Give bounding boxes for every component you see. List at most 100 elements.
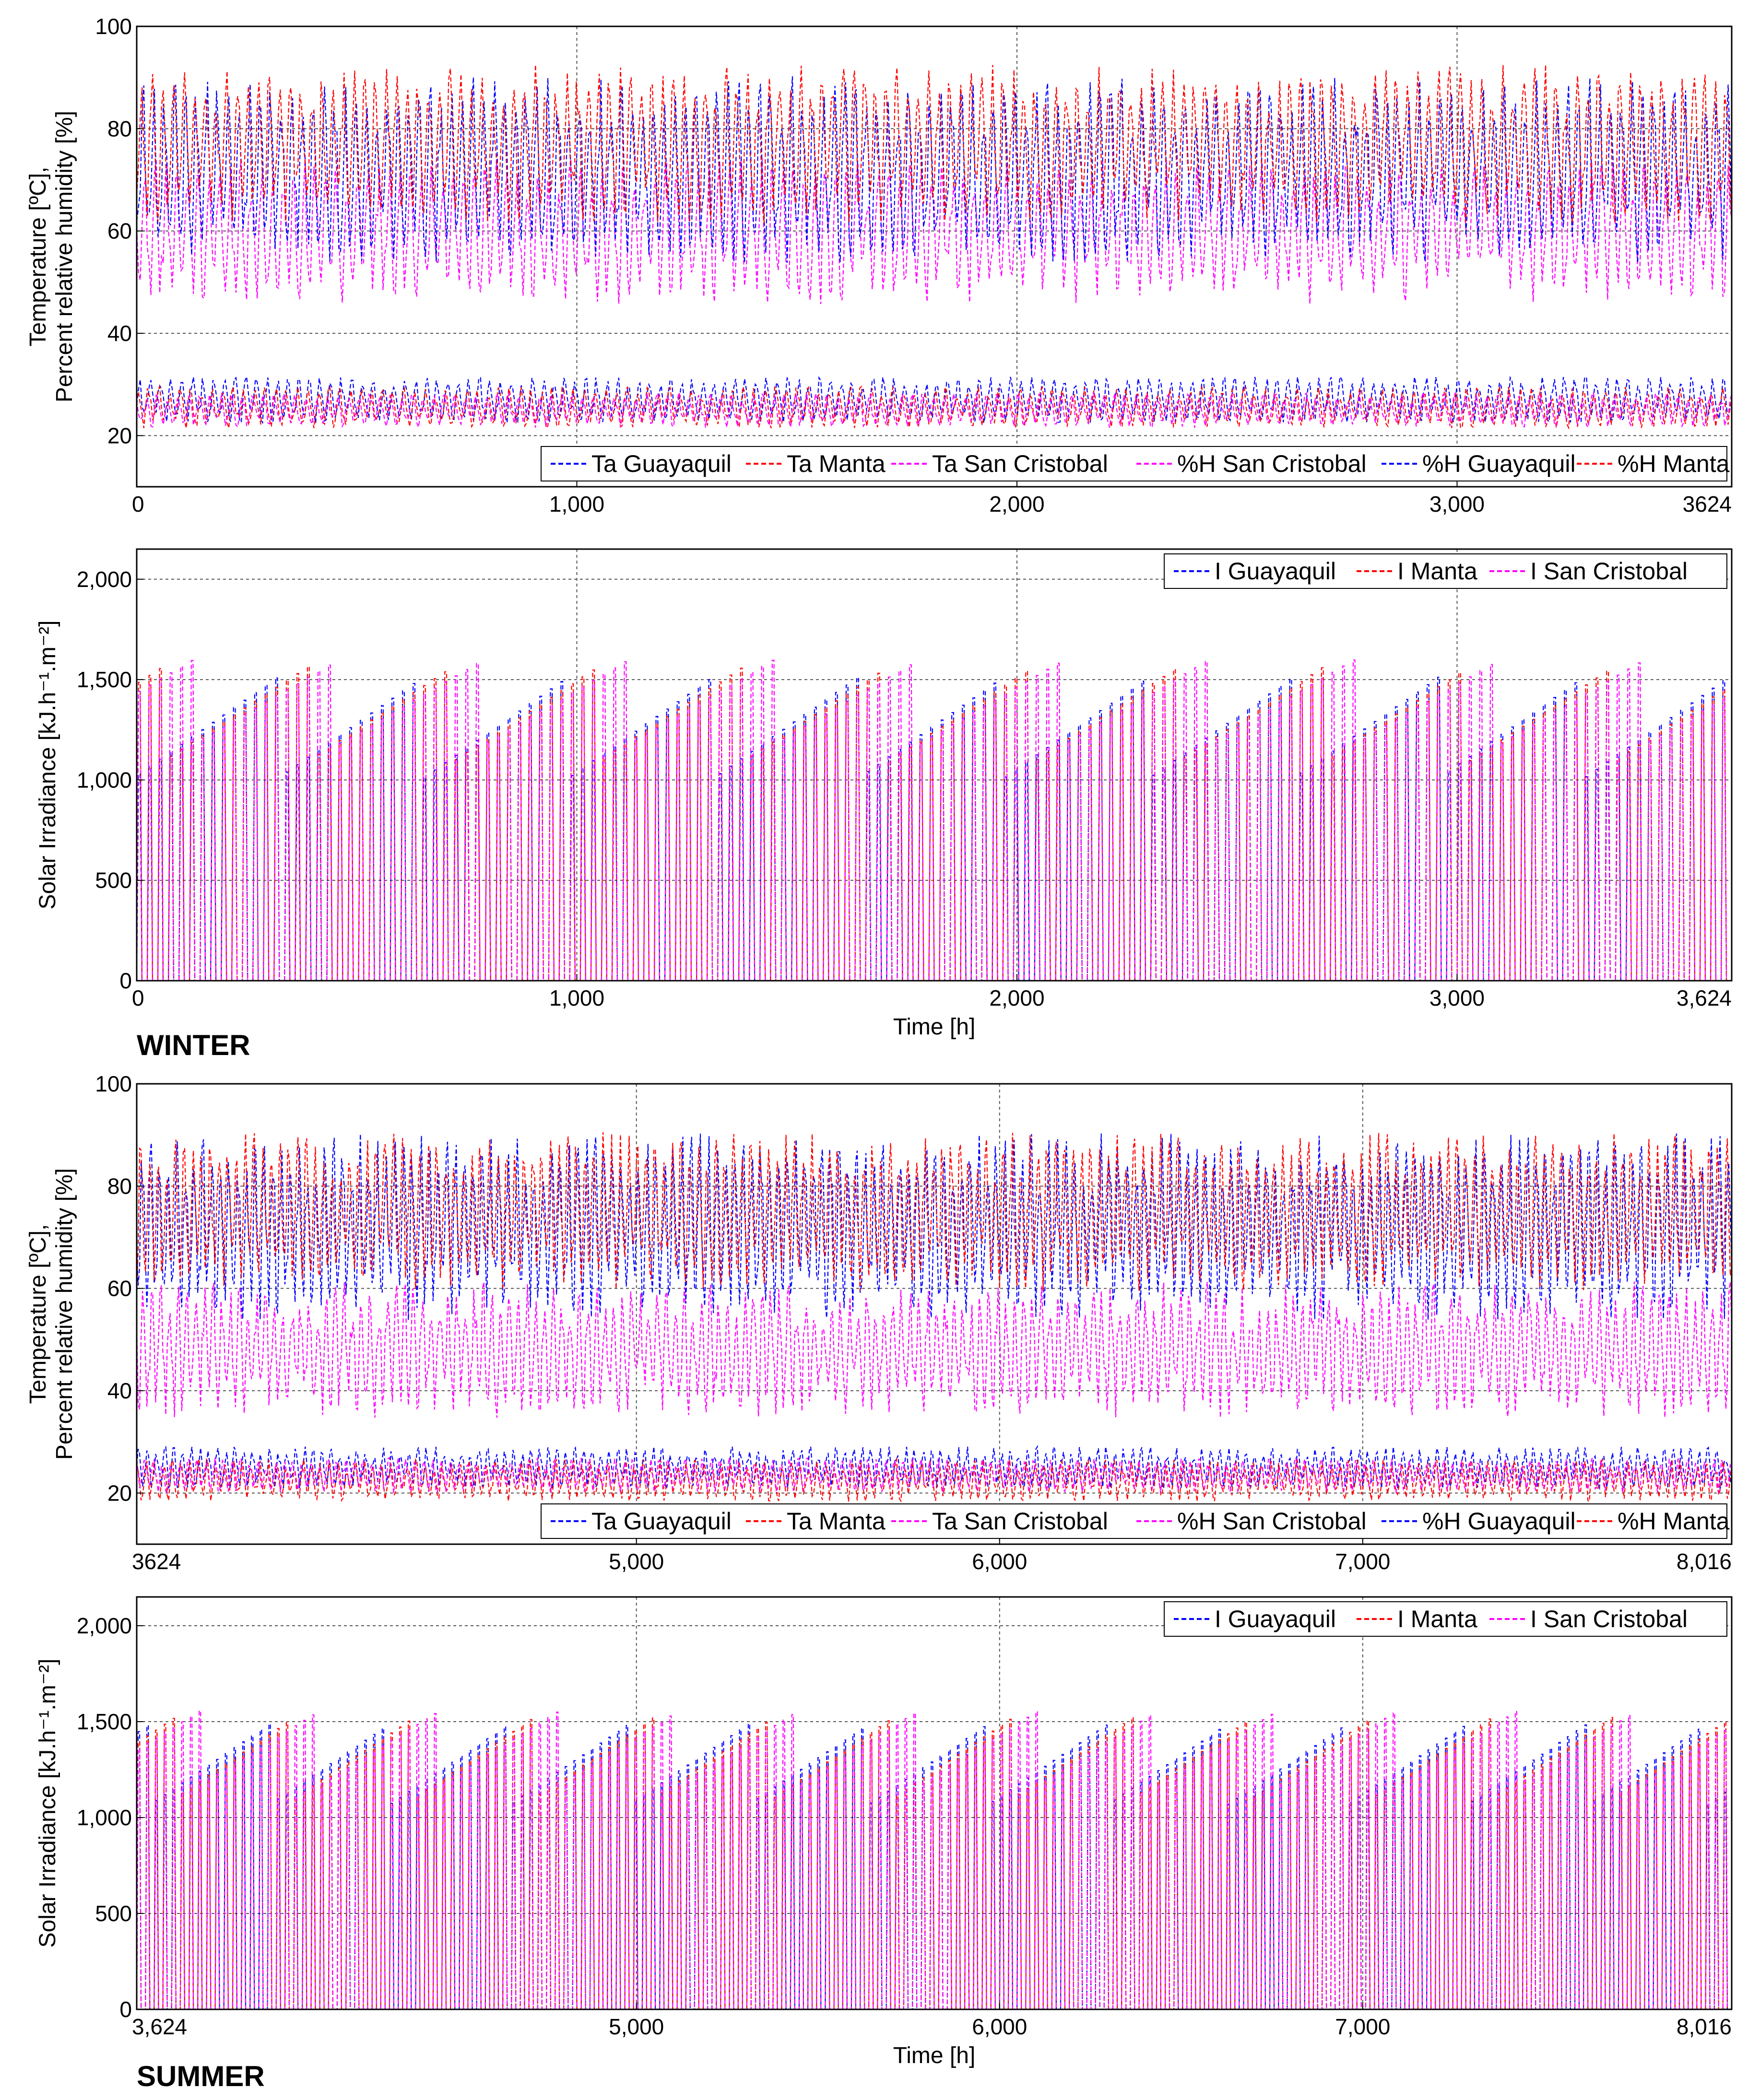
x-tick-label: 5,000 [609,1549,664,1574]
plot-area [137,659,1732,981]
legend-label: %H San Cristobal [1177,450,1367,477]
plot-frame [136,25,1733,488]
y-tick-label: 60 [107,1276,132,1301]
x-tick-label: 8,016 [1677,2014,1732,2039]
legend-box [1164,1601,1727,1637]
x-tick-label: 3624 [132,1549,181,1574]
legend: I Guayaquil I Manta I San Cristobal [1164,1601,1727,1637]
y-tick-label: 20 [107,423,132,448]
legend-label: %H San Cristobal [1177,1508,1367,1535]
plot-area [137,64,1732,430]
series-line--h-san-cristobal [137,158,1732,304]
legend-label: %H Guayaquil [1422,450,1576,477]
legend-item: Ta Manta [746,450,886,477]
season-label: WINTER [137,1029,250,1061]
x-tick-label: 3,000 [1429,985,1485,1010]
series-line-ta-guayaquil [137,1444,1732,1490]
x-tick-label: 3,624 [1677,985,1732,1010]
series-line-ta-san-cristobal [137,1456,1732,1495]
legend-item: I San Cristobal [1489,1606,1688,1632]
y-tick-label: 1,000 [77,1805,132,1830]
legend-label: I San Cristobal [1530,1606,1688,1632]
legend-item: Ta Guayaquil [551,1508,732,1535]
y-tick-label: 1,500 [77,667,132,692]
plot-frame [136,1083,1733,1545]
panel-winter-solar-irradiance: 0 500 1,000 1,500 2,000 0 1,000 2,000 3,000 3,624… [35,548,1733,1061]
series-line-ta-san-cristobal [137,391,1732,429]
x-tick-label: 0 [132,492,144,516]
legend-label: %H Manta [1618,1508,1730,1535]
legend-item: Ta San Cristobal [891,1508,1108,1535]
legend-label: Ta Manta [787,1508,886,1535]
x-tick-label: 7,000 [1335,1549,1390,1574]
y-axis-label: Temperature [ºC], [25,167,51,347]
x-axis-label: Time [h] [893,1014,976,1040]
legend: I Guayaquil I Manta I San Cristobal [1164,553,1727,589]
x-tick-label: 1,000 [549,492,604,516]
y-axis-label: Solar Irradiance [kJ.h⁻¹.m⁻²] [35,621,60,910]
legend-item: Ta Manta [746,1508,886,1535]
series-line-ta-guayaquil [137,375,1732,424]
y-tick-label: 1,500 [77,1709,132,1734]
legend-item: I San Cristobal [1489,558,1688,585]
y-tick-label: 60 [107,219,132,244]
x-tick-label: 6,000 [972,1549,1027,1574]
x-tick-label: 3,624 [132,2014,187,2039]
legend-item: I Guayaquil [1174,1606,1336,1632]
legend: Ta Guayaquil Ta Manta Ta San Cristobal %H S… [541,446,1730,481]
series-line--h-manta [137,1132,1732,1291]
plot-area [137,1132,1732,1503]
y-tick-label: 80 [107,116,132,141]
legend-item: Ta Guayaquil [551,450,732,477]
legend-item: %H San Cristobal [1136,450,1367,477]
legend-item: %H Guayaquil [1382,1508,1576,1535]
panel-summer-temperature-humidity: 20 40 60 80 100 3624 5,000 6,000 7,000 8,016 Tempe… [25,1071,1733,1574]
y-tick-label: 1,000 [77,767,132,792]
series-line-i-guayaquil [137,677,1732,981]
series-line-i-manta [137,666,1732,981]
legend-box [541,1503,1727,1539]
series-line--h-manta [137,64,1732,223]
x-tick-label: 0 [132,985,144,1010]
legend-item: %H Manta [1577,450,1730,477]
x-tick-label: 2,000 [989,492,1044,516]
series-line-ta-manta [137,1457,1732,1503]
legend-item: Ta San Cristobal [891,450,1108,477]
x-tick-label: 6,000 [972,2014,1027,2039]
y-tick-label: 20 [107,1480,132,1505]
x-tick-label: 3,000 [1429,492,1485,516]
y-axis-label: Percent relative humidity [%] [52,111,77,402]
x-tick-label: 5,000 [609,2014,664,2039]
legend-label: %H Guayaquil [1422,1508,1576,1535]
legend-item: %H San Cristobal [1136,1508,1367,1535]
panel-summer-solar-irradiance: 0 500 1,000 1,500 2,000 3,624 5,000 6,000 7,000 8… [35,1596,1733,2092]
plot-frame [136,548,1733,982]
x-tick-label: 1,000 [549,985,604,1010]
legend-label: I Guayaquil [1215,558,1336,585]
legend-item: I Guayaquil [1174,558,1336,585]
y-tick-label: 0 [119,968,132,993]
x-axis-label: Time [h] [893,2043,976,2068]
legend-box [541,446,1727,481]
legend-label: I Manta [1397,1606,1477,1632]
legend-item: I Manta [1357,558,1477,585]
legend-label: Ta Guayaquil [591,450,732,477]
legend-item: %H Manta [1577,1508,1730,1535]
x-tick-label: 3624 [1683,492,1732,516]
legend-item: I Manta [1357,1606,1477,1632]
legend-label: I Manta [1397,558,1477,585]
y-tick-label: 0 [119,1997,132,2022]
y-tick-label: 80 [107,1173,132,1198]
season-label: SUMMER [137,2060,265,2092]
legend-label: Ta Manta [787,450,886,477]
panel-winter-temperature-humidity: 20 40 60 80 100 0 1,000 2,000 3,000 3624 Temperatu… [25,14,1733,516]
legend-label: I Guayaquil [1215,1606,1336,1632]
y-axis-label: Percent relative humidity [%] [52,1168,77,1460]
y-tick-label: 500 [95,1901,132,1926]
legend-label: Ta Guayaquil [591,1508,732,1535]
series-line--h-guayaquil [137,1133,1732,1320]
y-tick-label: 100 [95,1071,132,1096]
series-line--h-guayaquil [137,76,1732,263]
y-tick-label: 2,000 [77,567,132,592]
